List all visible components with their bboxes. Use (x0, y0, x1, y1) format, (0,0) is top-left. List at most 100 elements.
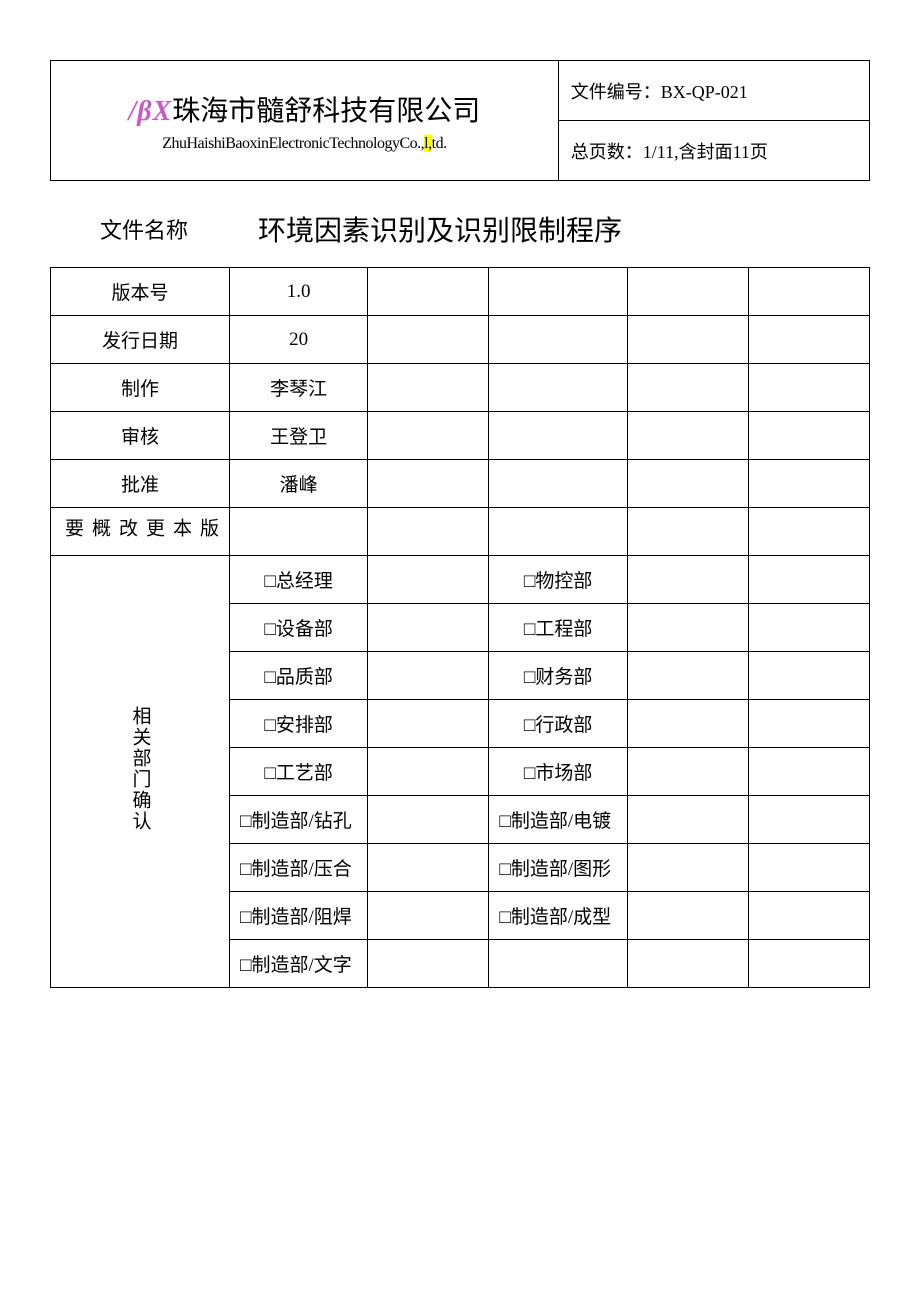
company-name-cn: 珠海市髓舒科技有限公司 (172, 96, 480, 127)
empty-cell (368, 940, 489, 988)
empty-cell (368, 508, 489, 556)
empty-cell (748, 604, 869, 652)
empty-cell (627, 892, 748, 940)
table-row: 审核 王登卫 (51, 412, 870, 460)
empty-cell (627, 940, 748, 988)
doc-number-label: 文件编号： (571, 82, 661, 102)
dept-checkbox[interactable]: □设备部 (230, 604, 368, 652)
empty-cell (489, 364, 627, 412)
empty-cell (748, 940, 869, 988)
empty-cell (368, 364, 489, 412)
empty-cell (368, 604, 489, 652)
empty-cell (627, 556, 748, 604)
empty-cell (627, 508, 748, 556)
page-count-cell: 总页数：1/11,含封面11页 (558, 121, 869, 181)
dept-checkbox[interactable]: □物控部 (489, 556, 627, 604)
empty-cell (627, 700, 748, 748)
empty-cell (368, 460, 489, 508)
empty-cell (368, 412, 489, 460)
empty-cell (748, 316, 869, 364)
empty-cell (748, 556, 869, 604)
company-en-p1: ZhuHaishiBaoxinElectronicTechnologyCo., (162, 135, 424, 152)
approve-label: 批准 (51, 460, 230, 508)
empty-cell (489, 460, 627, 508)
empty-cell (627, 460, 748, 508)
empty-cell (489, 508, 627, 556)
empty-cell (748, 508, 869, 556)
review-label: 审核 (51, 412, 230, 460)
changelog-label: 版本更改概要 (59, 518, 221, 539)
empty-cell (748, 892, 869, 940)
version-label: 版本号 (51, 268, 230, 316)
empty-cell (748, 700, 869, 748)
empty-cell (368, 700, 489, 748)
empty-cell (627, 604, 748, 652)
table-row: 发行日期 20 (51, 316, 870, 364)
dept-checkbox[interactable]: □制造部/电镀 (489, 796, 627, 844)
page-count-label: 总页数： (571, 142, 643, 162)
title-label: 文件名称 (100, 213, 188, 245)
dept-checkbox[interactable]: □财务部 (489, 652, 627, 700)
dept-checkbox[interactable]: □制造部/压合 (230, 844, 368, 892)
empty-cell (627, 796, 748, 844)
review-value: 王登卫 (230, 412, 368, 460)
empty-cell (627, 316, 748, 364)
empty-cell (627, 748, 748, 796)
dept-checkbox[interactable]: □品质部 (230, 652, 368, 700)
empty-cell (627, 268, 748, 316)
company-cell: /βX珠海市髓舒科技有限公司 ZhuHaishiBaoxinElectronic… (51, 61, 559, 181)
empty-cell (748, 748, 869, 796)
table-row: 相关部门确认 □总经理 □物控部 (51, 556, 870, 604)
dept-checkbox[interactable]: □工艺部 (230, 748, 368, 796)
issue-date-label: 发行日期 (51, 316, 230, 364)
empty-cell (748, 412, 869, 460)
empty-cell (748, 460, 869, 508)
company-name-row: /βX珠海市髓舒科技有限公司 (61, 89, 548, 129)
company-en-highlight: l, (424, 135, 431, 152)
empty-cell (748, 652, 869, 700)
dept-checkbox[interactable]: □工程部 (489, 604, 627, 652)
dept-checkbox[interactable]: □市场部 (489, 748, 627, 796)
version-value: 1.0 (230, 268, 368, 316)
dept-checkbox[interactable]: □制造部/图形 (489, 844, 627, 892)
dept-checkbox[interactable]: □制造部/阻焊 (230, 892, 368, 940)
empty-cell (368, 892, 489, 940)
empty-cell (368, 748, 489, 796)
dept-checkbox[interactable]: □制造部/文字 (230, 940, 368, 988)
empty-cell (489, 316, 627, 364)
changelog-label-cell: 版本更改概要 (51, 508, 230, 556)
table-row: 版本号 1.0 (51, 268, 870, 316)
page-count-value: 1/11,含封面11页 (643, 142, 768, 162)
dept-checkbox[interactable]: □总经理 (230, 556, 368, 604)
empty-cell (627, 652, 748, 700)
doc-number-cell: 文件编号：BX-QP-021 (558, 61, 869, 121)
empty-cell (748, 844, 869, 892)
dept-section-label-cell: 相关部门确认 (51, 556, 230, 988)
table-row: 版本更改概要 (51, 508, 870, 556)
empty-cell (368, 844, 489, 892)
table-row: 批准 潘峰 (51, 460, 870, 508)
empty-cell (748, 796, 869, 844)
empty-cell (627, 844, 748, 892)
doc-number-value: BX-QP-021 (661, 82, 748, 102)
author-label: 制作 (51, 364, 230, 412)
dept-checkbox[interactable]: □制造部/成型 (489, 892, 627, 940)
empty-cell (748, 364, 869, 412)
empty-cell (368, 652, 489, 700)
issue-date-value: 20 (230, 316, 368, 364)
title-row: 文件名称 环境因素识别及识别限制程序 (50, 209, 870, 249)
empty-cell (489, 412, 627, 460)
dept-checkbox[interactable]: □制造部/钻孔 (230, 796, 368, 844)
empty-cell (230, 508, 368, 556)
empty-cell (489, 268, 627, 316)
empty-cell (489, 940, 627, 988)
table-row: 制作 李琴江 (51, 364, 870, 412)
empty-cell (627, 412, 748, 460)
company-name-en: ZhuHaishiBaoxinElectronicTechnologyCo.,l… (61, 135, 548, 153)
approve-value: 潘峰 (230, 460, 368, 508)
header-table: /βX珠海市髓舒科技有限公司 ZhuHaishiBaoxinElectronic… (50, 60, 870, 181)
dept-checkbox[interactable]: □安排部 (230, 700, 368, 748)
dept-section-label: 相关部门确认 (127, 706, 154, 832)
dept-checkbox[interactable]: □行政部 (489, 700, 627, 748)
empty-cell (368, 316, 489, 364)
